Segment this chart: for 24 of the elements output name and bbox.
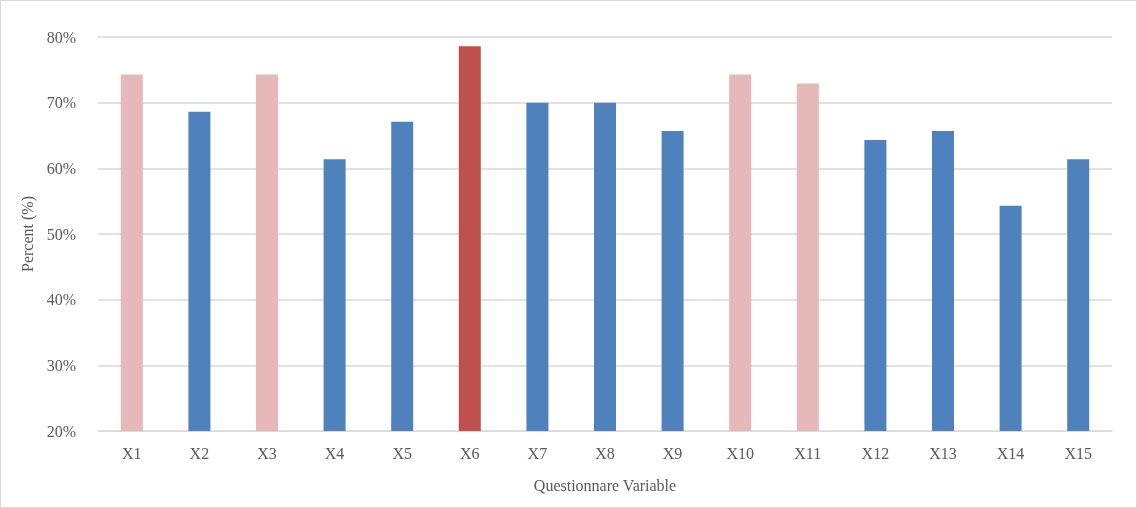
y-tick-label: 70% — [46, 94, 76, 112]
y-tick-label: 80% — [46, 28, 76, 46]
y-tick-label: 50% — [46, 225, 76, 243]
y-tick-label: 40% — [46, 291, 76, 309]
x-tick-label: X11 — [794, 444, 822, 462]
y-tick-label: 60% — [46, 159, 76, 177]
x-tick-label: X6 — [460, 444, 480, 462]
y-tick-label: 20% — [46, 422, 76, 440]
x-tick-label: X12 — [861, 444, 890, 462]
y-tick-label: 30% — [46, 356, 76, 374]
x-tick-label: X2 — [189, 444, 210, 462]
x-tick-label: X1 — [122, 444, 142, 462]
x-tick-label: X13 — [929, 444, 957, 462]
x-tick-label: X14 — [996, 444, 1025, 462]
x-tick-label: X5 — [392, 444, 412, 462]
x-tick-label: X10 — [726, 444, 754, 462]
x-tick-label: X3 — [257, 444, 277, 462]
x-axis-title: Questionnare Variable — [533, 476, 677, 494]
y-axis-title: Percent (%) — [19, 196, 38, 272]
x-tick-label: X8 — [595, 444, 615, 462]
x-tick-label: X9 — [662, 444, 683, 462]
x-tick-label: X4 — [324, 444, 345, 462]
x-tick-label: X15 — [1064, 444, 1092, 462]
x-tick-label: X7 — [527, 444, 548, 462]
